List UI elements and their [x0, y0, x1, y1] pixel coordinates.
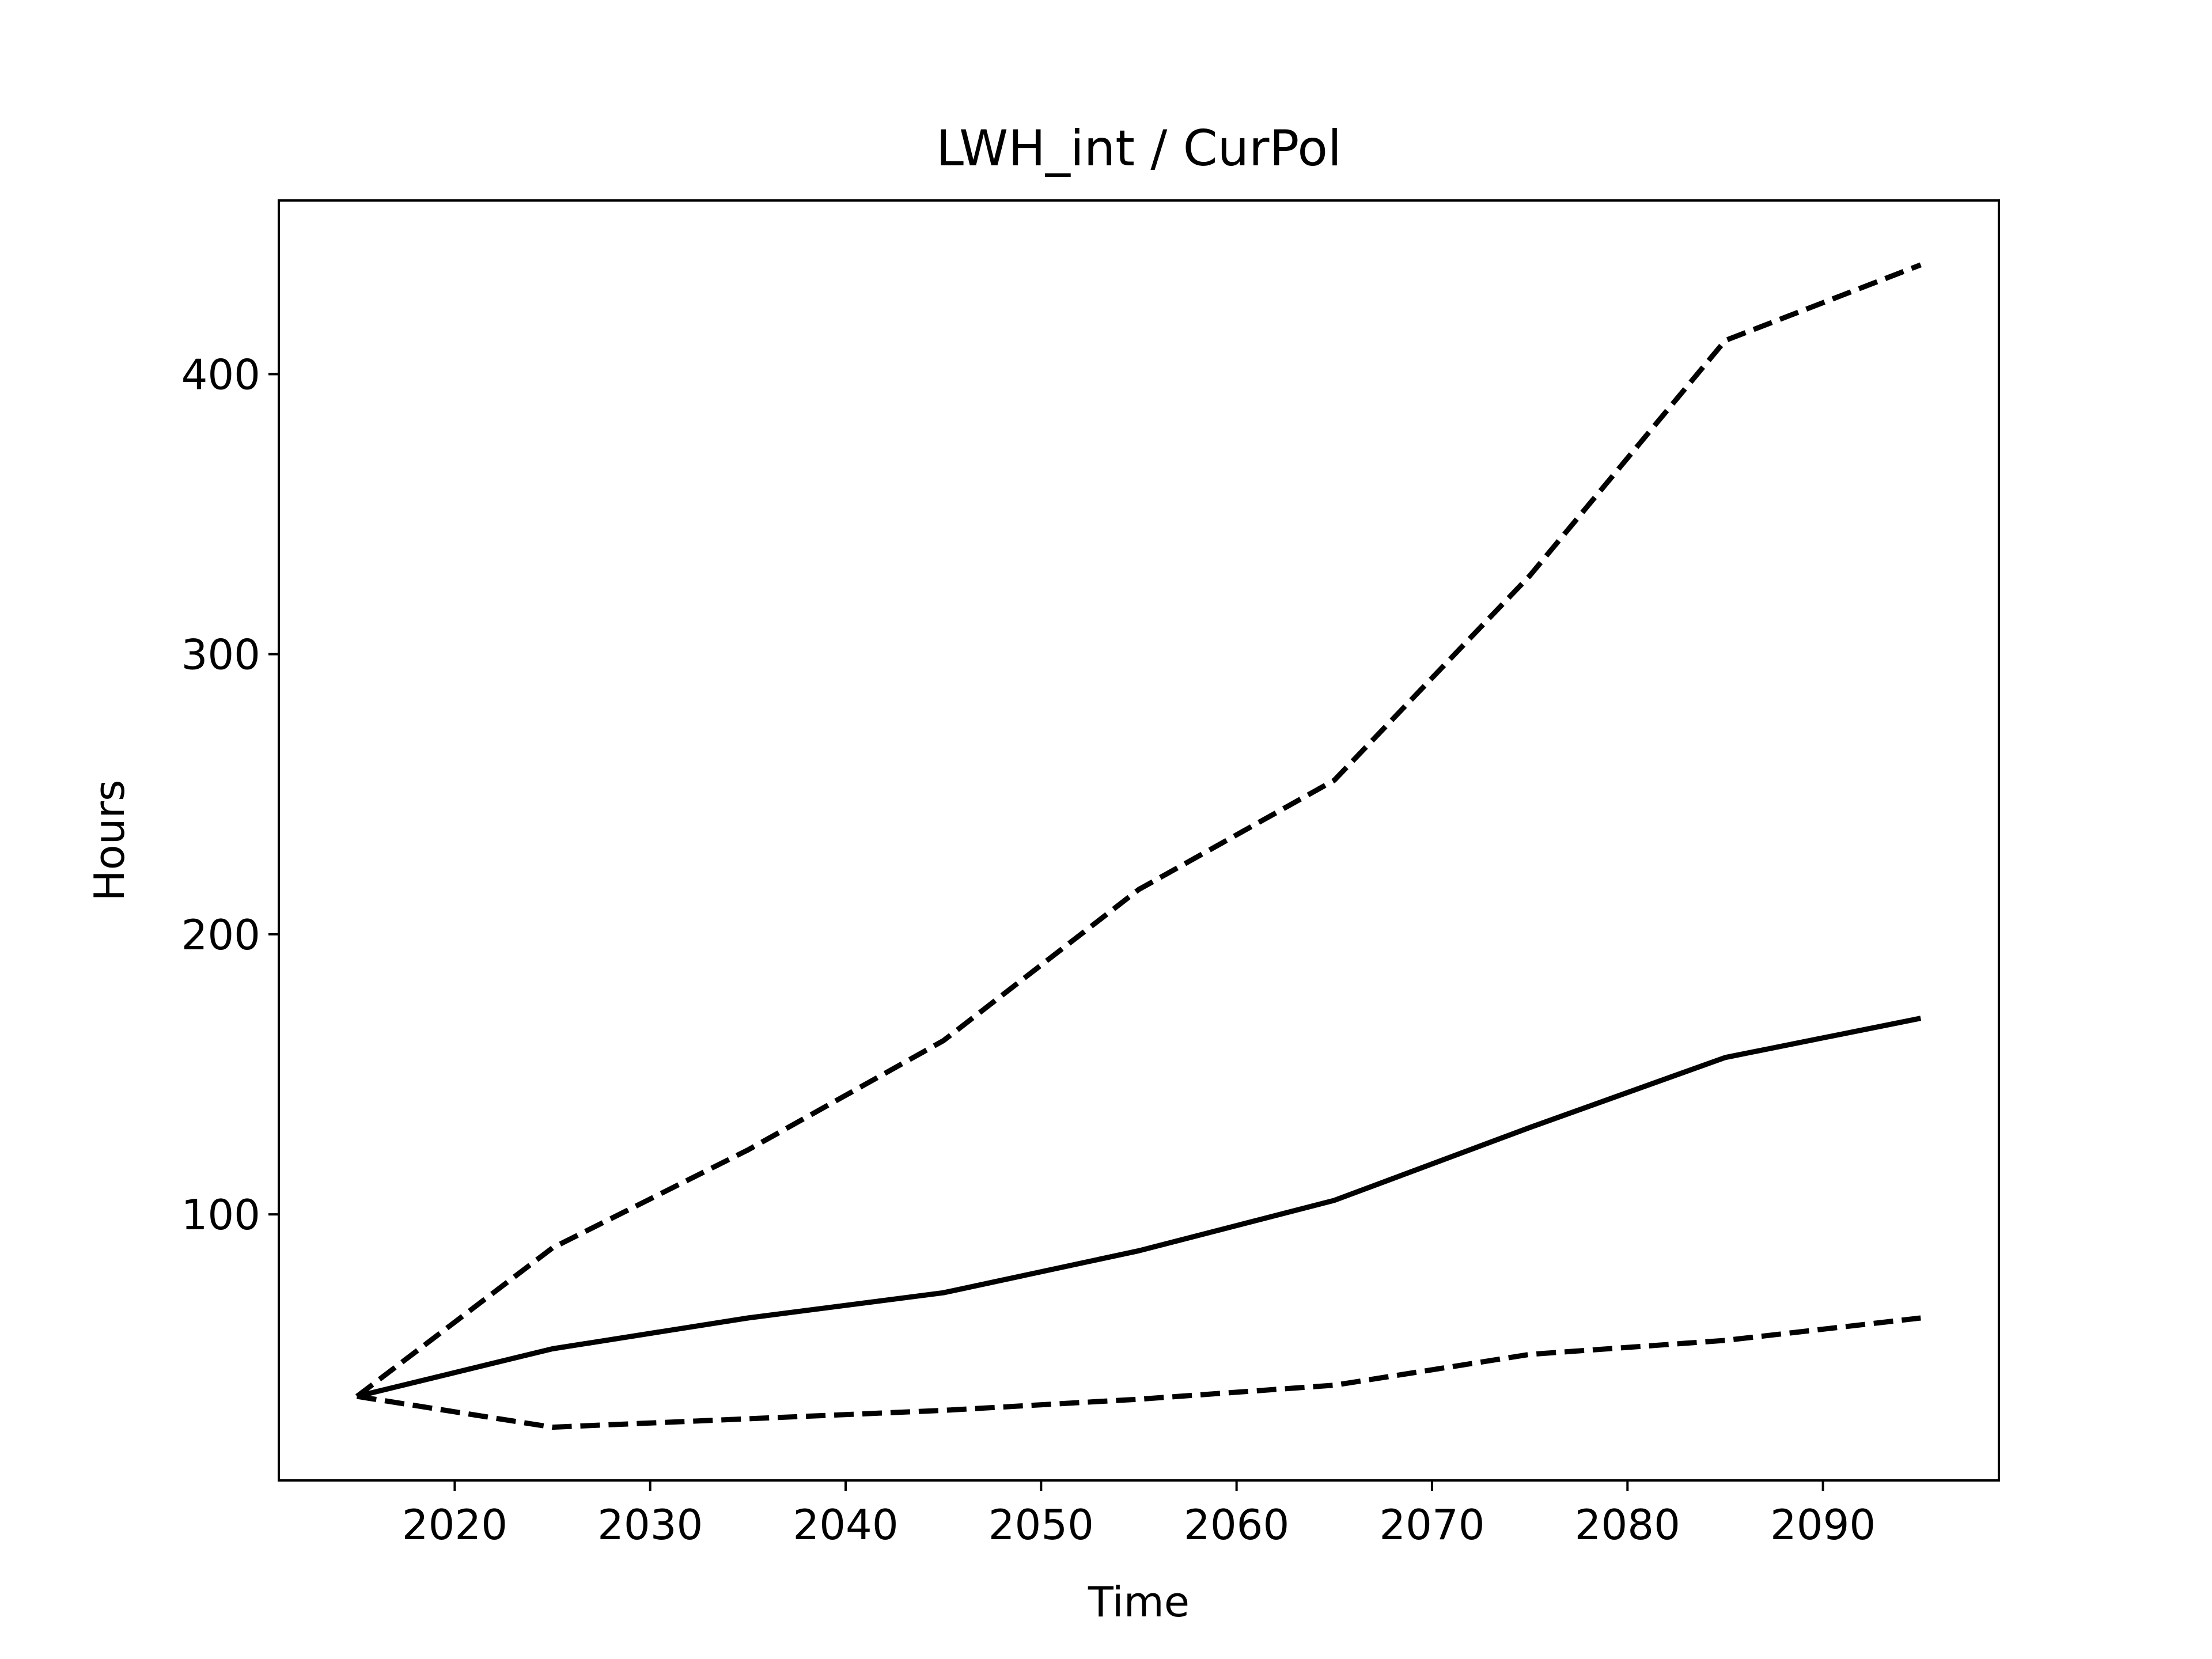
- x-tick-label: 2020: [402, 1501, 507, 1549]
- x-tick-label: 2080: [1575, 1501, 1680, 1549]
- y-axis-label: Hours: [85, 780, 134, 902]
- y-tick-label: 200: [181, 911, 260, 959]
- x-tick-label: 2060: [1184, 1501, 1289, 1549]
- x-tick-label: 2040: [793, 1501, 898, 1549]
- series-line-2: [356, 1016, 1922, 1399]
- ticks-layer: 2020 2030 2040 2050 2060 2070 2080 2090 100 200 30…: [181, 350, 1876, 1549]
- plot-frame: [278, 199, 2000, 1482]
- x-tick-label: 2090: [1770, 1501, 1876, 1549]
- x-tick-label: 2030: [597, 1501, 703, 1549]
- chart-title: LWH_int / CurPol: [936, 120, 1342, 177]
- y-tick-label: 300: [181, 631, 260, 679]
- series-line-1: [355, 262, 1922, 1399]
- x-tick-label: 2070: [1379, 1501, 1484, 1549]
- x-tick-label: 2050: [988, 1501, 1094, 1549]
- y-tick-label: 400: [181, 350, 260, 399]
- y-tick-label: 100: [181, 1191, 260, 1239]
- series-layer: [355, 262, 1922, 1430]
- x-axis-label: Time: [1088, 1578, 1190, 1626]
- series-line-3: [356, 1315, 1921, 1430]
